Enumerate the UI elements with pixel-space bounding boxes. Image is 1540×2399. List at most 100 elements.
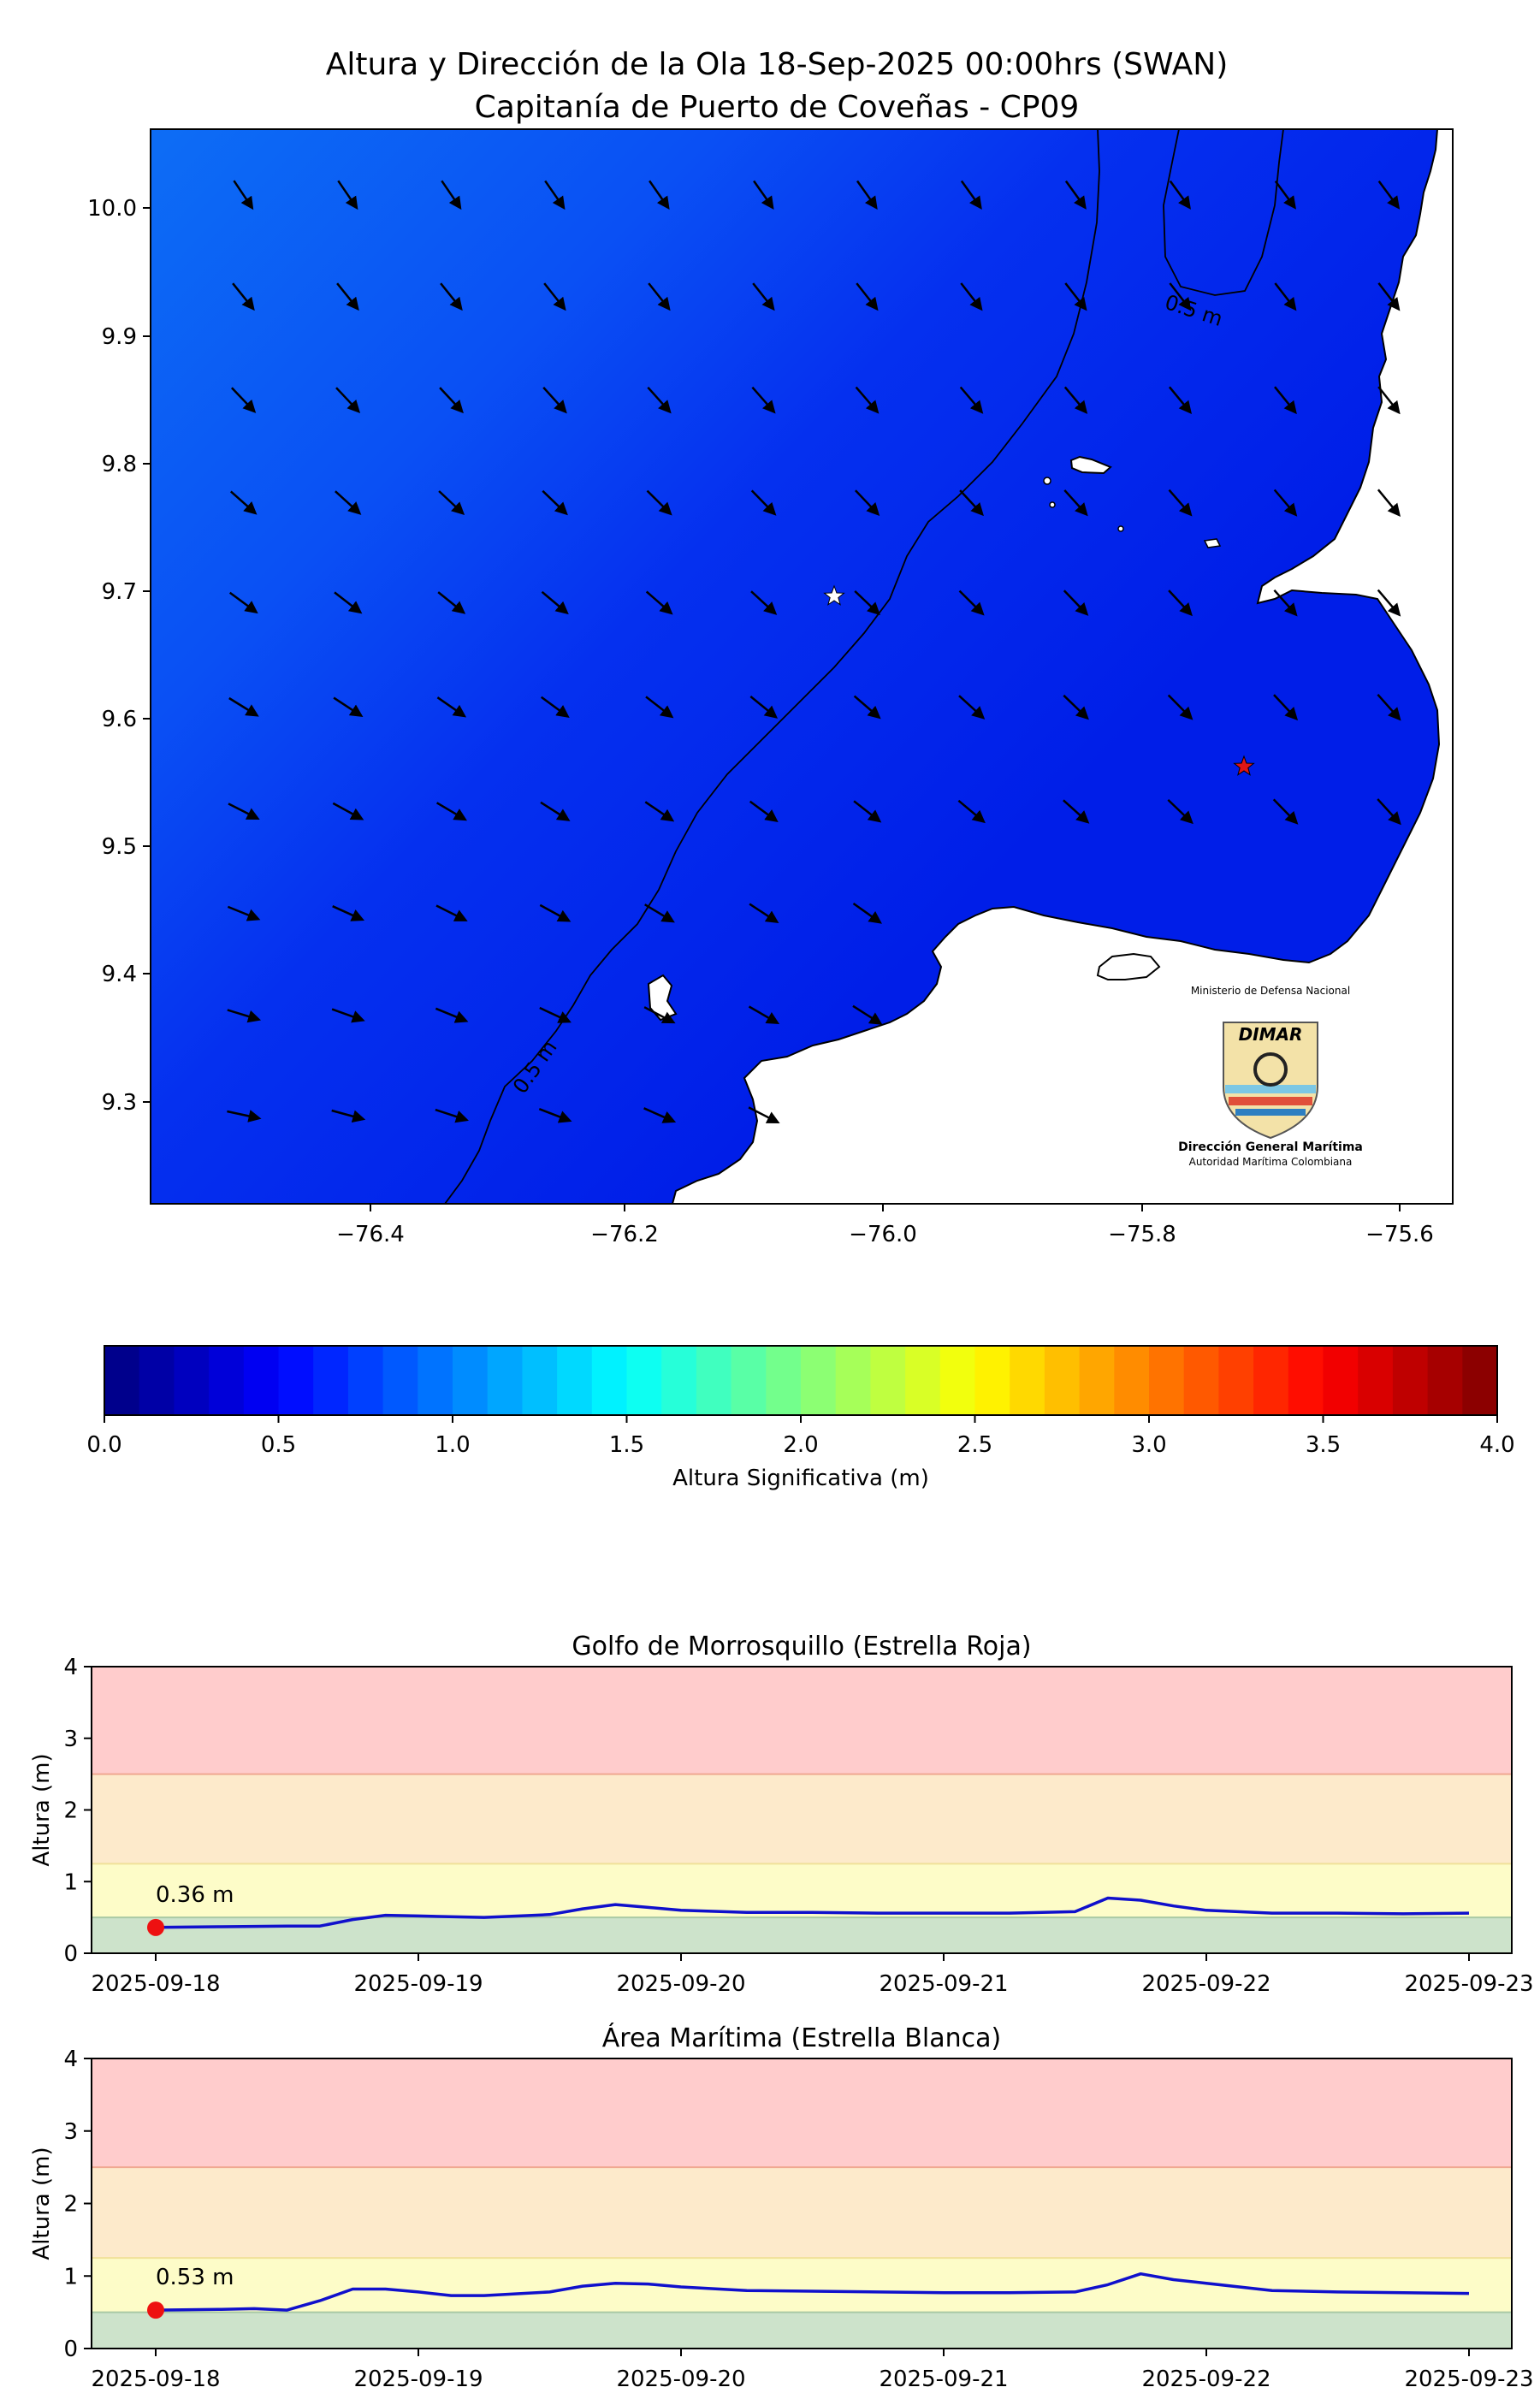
colorbar-cell [1427, 1346, 1464, 1415]
y-tick-label: 2 [63, 1798, 78, 1824]
colorbar-tick-label: 1.5 [609, 1432, 644, 1458]
wave-arrow [852, 902, 882, 924]
map-y-tick: 9.4 [102, 962, 137, 987]
colorbar-cell [696, 1346, 732, 1415]
wave-arrow [748, 1106, 780, 1123]
wave-arrow [227, 1110, 262, 1122]
wave-arrow [229, 490, 258, 515]
wave-arrow [960, 180, 982, 210]
islet-dot [1043, 477, 1051, 485]
colorbar-cell [1253, 1346, 1289, 1415]
wave-arrow [228, 803, 260, 820]
panel-title: Área Marítima (Estrella Blanca) [602, 2023, 1001, 2053]
colorbar-cell [591, 1346, 628, 1415]
wave-arrow [1377, 589, 1401, 617]
wave-arrow [751, 386, 776, 414]
wave-arrow [1273, 694, 1299, 721]
map-y-axis: 10.0 9.9 9.8 9.7 9.6 9.5 9.4 9.3 [87, 196, 151, 1116]
panel-title: Golfo de Morrosquillo (Estrella Roja) [572, 1632, 1031, 1662]
wave-arrow [332, 905, 365, 921]
coastal-islet [1203, 538, 1222, 548]
current-value-marker [147, 2301, 164, 2319]
wave-arrow [228, 591, 258, 614]
wave-arrow [643, 1006, 676, 1024]
wave-arrow [648, 282, 671, 311]
colorbar-cells [104, 1346, 1498, 1415]
wave-arrow [957, 799, 986, 824]
wave-arrow [1169, 180, 1191, 210]
wave-arrow [334, 591, 363, 614]
colorbar-cell [139, 1346, 175, 1415]
logo-caption2: Autoridad Marítima Colombiana [1189, 1156, 1353, 1168]
wave-arrow [1377, 282, 1401, 311]
wave-arrow [959, 489, 984, 517]
current-value-label: 0.53 m [156, 2265, 234, 2290]
wave-arrow [1063, 386, 1088, 414]
wave-arrow [1064, 282, 1087, 311]
y-tick-label: 3 [63, 2119, 78, 2145]
wave-arrow [1377, 798, 1401, 826]
colorbar-cell [243, 1346, 280, 1415]
wave-arrow [749, 696, 779, 719]
colorbar-cell [1183, 1346, 1220, 1415]
wave-arrow [959, 386, 984, 414]
wave-arrow [337, 180, 358, 210]
wave-arrow [749, 800, 779, 822]
wave-arrow [752, 282, 775, 311]
wave-arrow [435, 1108, 469, 1123]
risk-band [92, 2312, 1512, 2349]
wave-arrow [1274, 180, 1296, 210]
x-tick-label: 2025-09-21 [879, 1971, 1008, 1997]
wave-arrow [645, 590, 673, 615]
wave-arrow [437, 591, 466, 614]
wave-arrow [750, 590, 778, 615]
islet-dot [1049, 501, 1056, 508]
y-tick-label: 1 [63, 2264, 78, 2289]
series-line [155, 2272, 1470, 2312]
white-star-marker [823, 584, 845, 606]
island-fuerte [647, 974, 678, 1022]
wave-arrow [539, 903, 572, 922]
wave-arrow [750, 489, 777, 516]
wave-arrow [1168, 489, 1193, 517]
colorbar-cell [905, 1346, 941, 1415]
wave-arrow [542, 489, 568, 516]
wave-arrow [854, 589, 880, 616]
logo-stripe [1235, 1109, 1306, 1116]
x-tick-label: 2025-09-21 [879, 2366, 1008, 2392]
wave-arrow [1167, 798, 1194, 825]
map-title-line1: Altura y Dirección de la Ola 18-Sep-2025… [326, 47, 1229, 82]
wave-arrow [749, 903, 779, 924]
timeseries-panel-white-star: Área Marítima (Estrella Blanca) Altura (m… [29, 2023, 1534, 2392]
colorbar-cell [731, 1346, 767, 1415]
wave-arrow [854, 489, 880, 516]
wave-arrow [435, 802, 467, 821]
wave-arrow [1167, 694, 1194, 720]
wave-arrow [852, 1004, 883, 1025]
x-tick-label: 2025-09-18 [91, 1971, 220, 1997]
panel-ylabel: Altura (m) [29, 2147, 55, 2260]
map-area: 0.5 m 0.5 m [151, 129, 1453, 1204]
wave-arrow [232, 282, 255, 311]
x-tick-label: 2025-09-23 [1404, 1971, 1533, 1997]
map-y-tick: 9.9 [102, 324, 137, 350]
dimar-logo: Ministerio de Defensa Nacional DIMAR Dir… [1178, 985, 1363, 1168]
colorbar-cell [1079, 1346, 1116, 1415]
map-y-tick: 9.7 [102, 579, 137, 605]
series-line [155, 1896, 1470, 1929]
y-tick-label: 4 [63, 2047, 78, 2072]
colorbar-ticks: 0.0 0.5 1.0 1.5 2.0 2.5 3.0 3.5 4.0 [86, 1415, 1515, 1458]
y-tick-label: 0 [63, 2337, 78, 2362]
map-y-tick: 9.6 [102, 707, 137, 732]
colorbar-cell [1149, 1346, 1185, 1415]
wave-arrow [647, 386, 672, 414]
contour-0.5m-main [444, 129, 1100, 1204]
y-tick-label: 0 [63, 1941, 78, 1967]
wave-arrow [1274, 386, 1297, 415]
colorbar-cell [870, 1346, 906, 1415]
wave-arrow [1377, 180, 1401, 210]
map-x-tick: −76.2 [590, 1222, 659, 1247]
colorbar-label: Altura Significativa (m) [672, 1466, 929, 1491]
risk-band [92, 2258, 1512, 2313]
colorbar-cell [939, 1346, 976, 1415]
